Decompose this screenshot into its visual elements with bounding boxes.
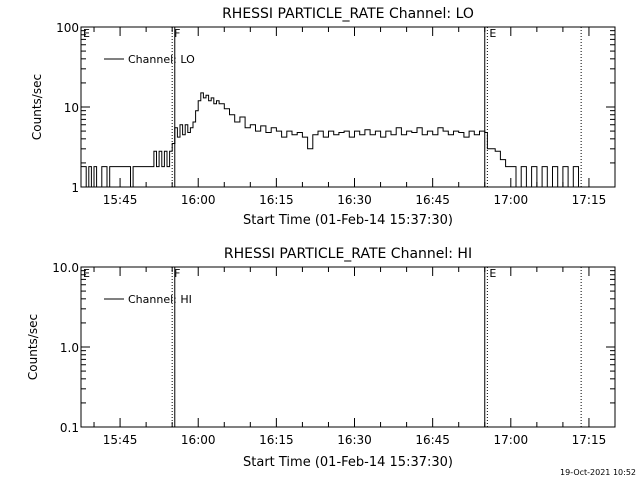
event-marker-label: E [83,267,90,280]
event-marker-label: F [174,27,180,40]
x-tick-label: 16:45 [415,193,450,207]
chart-panel-lo: RHESSI PARTICLE_RATE Channel: LO Counts/… [30,6,616,228]
x-tick-label: 17:00 [494,433,529,447]
x-tick-label: 16:00 [181,433,216,447]
chart-title: RHESSI PARTICLE_RATE Channel: LO [222,6,474,22]
x-tick-label: 16:30 [337,193,372,207]
x-tick-label: 17:00 [494,193,529,207]
y-tick-label: 10.0 [52,261,79,275]
x-tick-label: 17:15 [572,433,607,447]
x-tick-label: 16:15 [259,193,294,207]
x-tick-label: 16:15 [259,433,294,447]
event-marker-label: E [489,267,496,280]
series-line [81,92,582,188]
event-marker-label: E [489,27,496,40]
footer-timestamp: 19-Oct-2021 10:52 [560,468,636,477]
y-tick-label: 1.0 [60,341,79,355]
y-tick-label: 10 [64,101,79,115]
x-tick-label: 17:15 [572,193,607,207]
x-tick-label: 15:45 [103,193,138,207]
y-axis-label: Counts/sec [30,74,44,140]
x-tick-label: 15:45 [103,433,138,447]
legend-label: Channel: LO [128,53,195,66]
y-axis-label: Counts/sec [26,314,40,380]
legend-label: Channel: HI [128,293,192,306]
event-marker-label: E [83,27,90,40]
event-marker-label: F [174,267,180,280]
y-tick-label: 0.1 [60,421,79,435]
chart-title: RHESSI PARTICLE_RATE Channel: HI [224,246,472,262]
x-tick-label: 16:45 [415,433,450,447]
y-tick-label: 100 [56,21,79,35]
x-axis-label: Start Time (01-Feb-14 15:37:30) [243,213,453,228]
x-tick-label: 16:30 [337,433,372,447]
x-axis-label: Start Time (01-Feb-14 15:37:30) [243,455,453,470]
plot-frame [80,266,616,428]
y-tick-label: 1 [71,181,79,195]
chart-panel-hi: RHESSI PARTICLE_RATE Channel: HI Counts/… [26,246,616,470]
x-tick-label: 16:00 [181,193,216,207]
plot-frame [80,26,616,188]
